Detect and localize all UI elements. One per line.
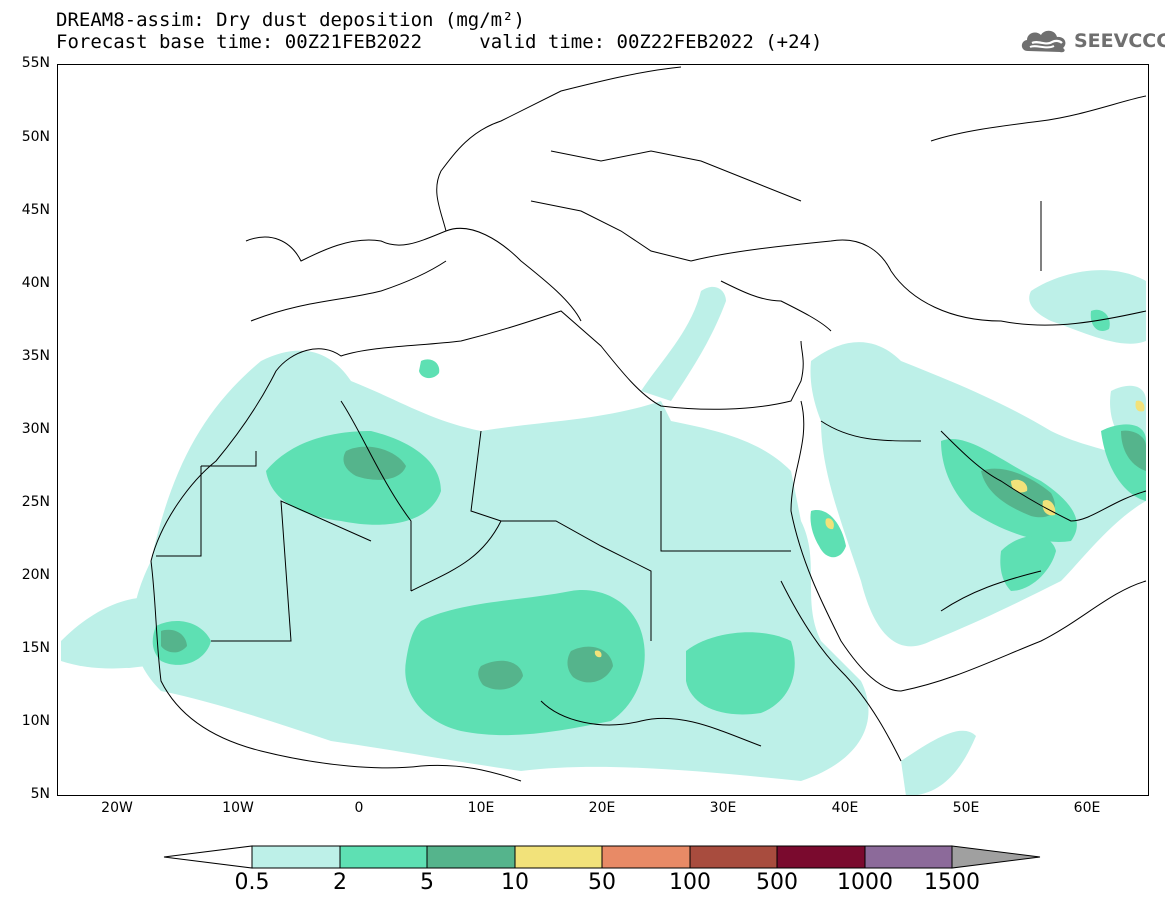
lat-label-50n: 50N (21, 129, 50, 145)
lon-label-40e: 40E (831, 800, 859, 816)
colorbar-label-50: 50 (588, 870, 616, 895)
colorbar-label-500: 500 (756, 870, 798, 895)
colorbar-label-1500: 1500 (924, 870, 980, 895)
colorbar-under-triangle (163, 845, 253, 869)
lon-label-20e: 20E (588, 800, 616, 816)
colorbar-swatch-0-5 (251, 845, 341, 869)
dust-deposition-map (61, 66, 1147, 795)
forecast-base-time: Forecast base time: 00Z21FEB2022 (56, 31, 423, 53)
colorbar-label-5: 5 (420, 870, 434, 895)
logo-text: SEEVCCC (1074, 30, 1165, 52)
lon-label-10w: 10W (222, 800, 254, 816)
cloud-icon (1021, 30, 1066, 53)
map-title: DREAM8-assim: Dry dust deposition (mg/m²… (56, 9, 525, 31)
lat-label-55n: 55N (21, 55, 50, 71)
colorbar-label-2: 2 (333, 870, 347, 895)
lat-label-20n: 20N (21, 567, 50, 583)
dust-level-5 (161, 430, 1146, 690)
lat-label-5n: 5N (30, 786, 50, 802)
lat-label-10n: 10N (21, 713, 50, 729)
lat-label-45n: 45N (21, 202, 50, 218)
colorbar-swatch-500 (776, 845, 866, 869)
coastlines (150, 66, 1147, 782)
lat-label-35n: 35N (21, 348, 50, 364)
colorbar-swatch-10 (514, 845, 603, 869)
lon-label-50e: 50E (952, 800, 980, 816)
lon-label-0: 0 (354, 800, 364, 816)
colorbar-swatch-100 (689, 845, 778, 869)
lon-label-60e: 60E (1073, 800, 1101, 816)
colorbar-label-10: 10 (501, 870, 529, 895)
valid-time: valid time: 00Z22FEB2022 (+24) (479, 31, 823, 53)
lat-label-30n: 30N (21, 421, 50, 437)
colorbar-label-0-5: 0.5 (234, 870, 270, 895)
lat-label-25n: 25N (21, 494, 50, 510)
colorbar-swatch-50 (601, 845, 691, 869)
lon-label-20w: 20W (101, 800, 133, 816)
lat-label-15n: 15N (21, 640, 50, 656)
map-panel (57, 64, 1149, 796)
colorbar-label-1000: 1000 (837, 870, 893, 895)
colorbar-swatch-2 (339, 845, 428, 869)
seevccc-logo: SEEVCCC (1018, 26, 1165, 56)
colorbar-swatch-1000 (864, 845, 953, 869)
colorbar (163, 845, 1041, 869)
colorbar-label-100: 100 (669, 870, 711, 895)
map-subtitle: Forecast base time: 00Z21FEB2022 valid t… (56, 32, 822, 52)
lon-label-10e: 10E (467, 800, 495, 816)
colorbar-swatch-5 (426, 845, 516, 869)
lat-label-40n: 40N (21, 275, 50, 291)
lon-label-30e: 30E (709, 800, 737, 816)
colorbar-over-triangle (951, 845, 1041, 869)
